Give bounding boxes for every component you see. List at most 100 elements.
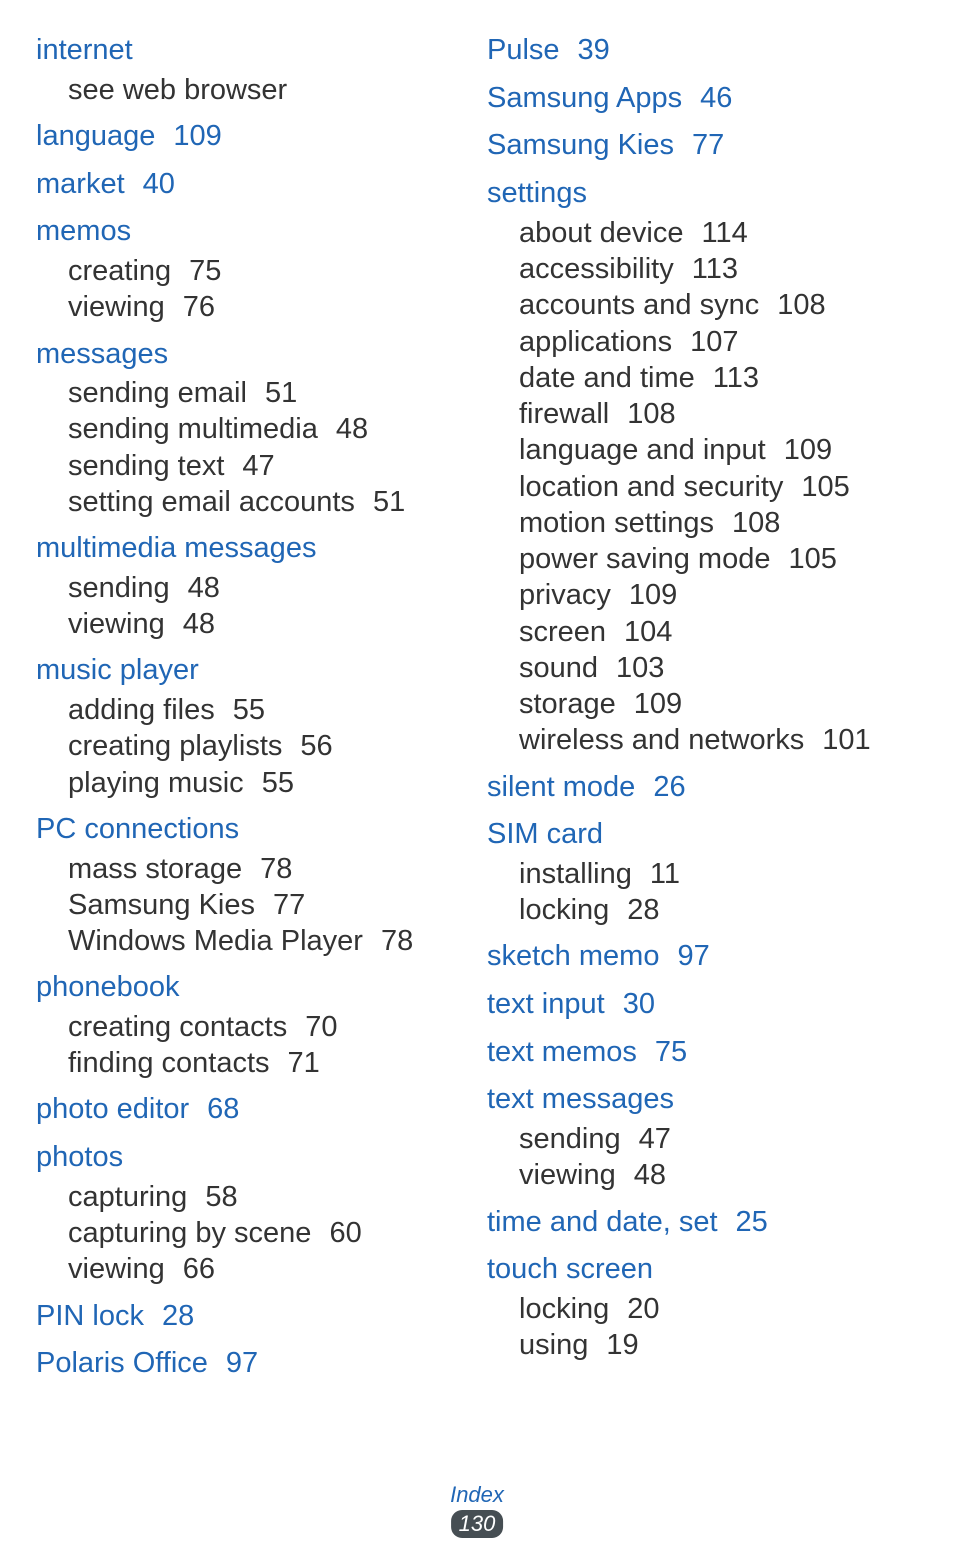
index-sub-page-number[interactable]: 47	[242, 450, 274, 482]
index-sub-term[interactable]: capturing by scene	[68, 1217, 311, 1249]
index-sub-term[interactable]: screen	[519, 616, 606, 648]
index-page-number[interactable]: 97	[226, 1347, 258, 1379]
index-sub-term[interactable]: applications	[519, 326, 672, 358]
index-page-number[interactable]: 68	[207, 1093, 239, 1125]
index-sub-term[interactable]: viewing	[68, 1253, 165, 1285]
index-term[interactable]: Samsung Apps	[487, 82, 682, 114]
index-sub-page-number[interactable]: 105	[788, 543, 836, 575]
index-sub-term[interactable]: firewall	[519, 398, 609, 430]
index-term[interactable]: multimedia messages	[36, 532, 316, 564]
index-page-number[interactable]: 28	[162, 1300, 194, 1332]
index-sub-term[interactable]: accessibility	[519, 253, 674, 285]
index-sub-page-number[interactable]: 75	[189, 255, 221, 287]
index-sub-page-number[interactable]: 70	[305, 1011, 337, 1043]
index-sub-term[interactable]: locking	[519, 1293, 609, 1325]
index-sub-page-number[interactable]: 48	[634, 1159, 666, 1191]
index-term[interactable]: photo editor	[36, 1093, 189, 1125]
index-term[interactable]: text messages	[487, 1083, 674, 1115]
index-sub-page-number[interactable]: 108	[627, 398, 675, 430]
index-sub-term[interactable]: using	[519, 1329, 588, 1361]
index-sub-term[interactable]: location and security	[519, 471, 783, 503]
index-sub-page-number[interactable]: 56	[300, 730, 332, 762]
index-term[interactable]: Samsung Kies	[487, 129, 674, 161]
index-sub-page-number[interactable]: 105	[801, 471, 849, 503]
index-sub-term[interactable]: setting email accounts	[68, 486, 355, 518]
index-sub-page-number[interactable]: 78	[260, 853, 292, 885]
index-sub-page-number[interactable]: 108	[777, 289, 825, 321]
index-sub-page-number[interactable]: 47	[639, 1123, 671, 1155]
index-sub-page-number[interactable]: 55	[262, 767, 294, 799]
index-sub-term[interactable]: installing	[519, 858, 632, 890]
index-term[interactable]: messages	[36, 338, 168, 370]
index-sub-term[interactable]: see web browser	[68, 74, 287, 106]
index-sub-term[interactable]: creating playlists	[68, 730, 282, 762]
index-sub-page-number[interactable]: 19	[606, 1329, 638, 1361]
index-page-number[interactable]: 46	[700, 82, 732, 114]
index-sub-page-number[interactable]: 60	[329, 1217, 361, 1249]
index-term[interactable]: time and date, set	[487, 1206, 718, 1238]
index-page-number[interactable]: 26	[653, 771, 685, 803]
index-sub-term[interactable]: playing music	[68, 767, 244, 799]
index-sub-page-number[interactable]: 107	[690, 326, 738, 358]
index-term[interactable]: text memos	[487, 1036, 637, 1068]
index-term[interactable]: settings	[487, 177, 587, 209]
index-sub-term[interactable]: power saving mode	[519, 543, 770, 575]
index-term[interactable]: internet	[36, 34, 133, 66]
index-page-number[interactable]: 109	[173, 120, 221, 152]
index-sub-term[interactable]: about device	[519, 217, 683, 249]
index-sub-term[interactable]: adding files	[68, 694, 215, 726]
index-page-number[interactable]: 77	[692, 129, 724, 161]
index-term[interactable]: music player	[36, 654, 199, 686]
index-sub-term[interactable]: sending text	[68, 450, 224, 482]
index-sub-page-number[interactable]: 66	[183, 1253, 215, 1285]
index-sub-page-number[interactable]: 55	[233, 694, 265, 726]
index-sub-page-number[interactable]: 108	[732, 507, 780, 539]
index-sub-page-number[interactable]: 77	[273, 889, 305, 921]
index-sub-term[interactable]: finding contacts	[68, 1047, 270, 1079]
index-term[interactable]: text input	[487, 988, 605, 1020]
index-sub-term[interactable]: motion settings	[519, 507, 714, 539]
index-sub-page-number[interactable]: 20	[627, 1293, 659, 1325]
index-sub-term[interactable]: accounts and sync	[519, 289, 759, 321]
index-sub-page-number[interactable]: 48	[183, 608, 215, 640]
index-term[interactable]: PC connections	[36, 813, 239, 845]
index-sub-term[interactable]: locking	[519, 894, 609, 926]
index-term[interactable]: Pulse	[487, 34, 560, 66]
index-sub-page-number[interactable]: 28	[627, 894, 659, 926]
index-page-number[interactable]: 39	[578, 34, 610, 66]
index-sub-page-number[interactable]: 48	[336, 413, 368, 445]
index-sub-term[interactable]: storage	[519, 688, 616, 720]
index-sub-term[interactable]: viewing	[519, 1159, 616, 1191]
index-sub-term[interactable]: language and input	[519, 434, 766, 466]
index-sub-page-number[interactable]: 113	[692, 253, 738, 285]
index-term[interactable]: sketch memo	[487, 940, 659, 972]
index-sub-page-number[interactable]: 109	[784, 434, 832, 466]
index-sub-term[interactable]: viewing	[68, 608, 165, 640]
index-sub-page-number[interactable]: 114	[701, 217, 747, 249]
index-page-number[interactable]: 40	[143, 168, 175, 200]
index-sub-term[interactable]: capturing	[68, 1181, 187, 1213]
index-sub-term[interactable]: mass storage	[68, 853, 242, 885]
index-sub-term[interactable]: sending	[68, 572, 170, 604]
index-sub-page-number[interactable]: 78	[381, 925, 413, 957]
index-term[interactable]: silent mode	[487, 771, 635, 803]
index-sub-page-number[interactable]: 109	[634, 688, 682, 720]
index-sub-term[interactable]: date and time	[519, 362, 695, 394]
index-sub-page-number[interactable]: 76	[183, 291, 215, 323]
index-sub-page-number[interactable]: 71	[288, 1047, 320, 1079]
index-sub-term[interactable]: sending multimedia	[68, 413, 318, 445]
index-term[interactable]: Polaris Office	[36, 1347, 208, 1379]
index-sub-term[interactable]: sending	[519, 1123, 621, 1155]
index-term[interactable]: touch screen	[487, 1253, 653, 1285]
index-sub-page-number[interactable]: 101	[822, 724, 870, 756]
index-sub-term[interactable]: creating contacts	[68, 1011, 287, 1043]
index-term[interactable]: phonebook	[36, 971, 180, 1003]
index-sub-page-number[interactable]: 109	[629, 579, 677, 611]
index-page-number[interactable]: 25	[736, 1206, 768, 1238]
index-sub-page-number[interactable]: 11	[650, 858, 680, 890]
index-term[interactable]: SIM card	[487, 818, 603, 850]
index-term[interactable]: PIN lock	[36, 1300, 144, 1332]
index-sub-term[interactable]: Samsung Kies	[68, 889, 255, 921]
index-page-number[interactable]: 97	[677, 940, 709, 972]
index-sub-term[interactable]: wireless and networks	[519, 724, 804, 756]
